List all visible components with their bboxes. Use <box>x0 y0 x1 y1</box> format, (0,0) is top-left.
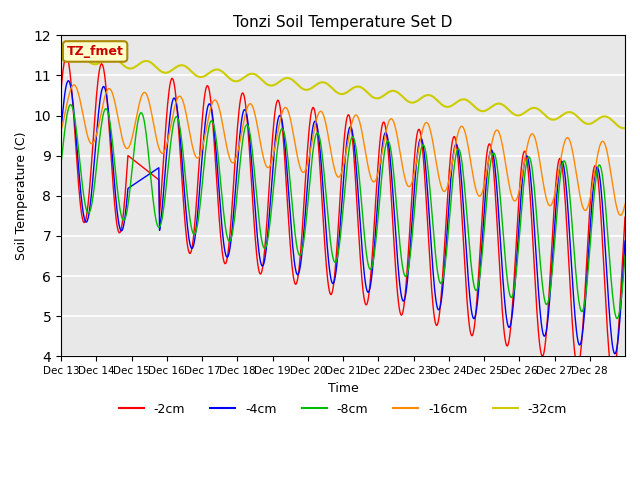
-2cm <box>256 270 264 276</box>
-2cm <box>277 110 285 116</box>
-32cm <box>434 98 442 104</box>
-16cm <box>402 179 410 184</box>
Line: -8cm: -8cm <box>61 105 625 319</box>
-2cm <box>402 284 410 290</box>
-8cm <box>57 161 65 167</box>
-32cm <box>57 57 65 63</box>
-16cm <box>434 167 442 172</box>
-4cm <box>256 253 264 259</box>
-2cm <box>621 214 629 220</box>
-8cm <box>67 102 74 108</box>
-16cm <box>124 145 132 151</box>
-16cm <box>617 213 625 218</box>
Title: Tonzi Soil Temperature Set D: Tonzi Soil Temperature Set D <box>234 15 452 30</box>
-32cm <box>621 125 629 131</box>
-32cm <box>277 78 285 84</box>
-2cm <box>62 54 70 60</box>
Line: -32cm: -32cm <box>61 52 625 128</box>
-2cm <box>124 153 132 158</box>
-8cm <box>228 234 236 240</box>
Line: -16cm: -16cm <box>61 85 625 216</box>
-8cm <box>434 269 442 275</box>
-16cm <box>277 114 285 120</box>
Text: TZ_fmet: TZ_fmet <box>67 45 124 58</box>
-32cm <box>72 49 79 55</box>
-8cm <box>402 274 410 279</box>
-8cm <box>621 252 629 258</box>
-32cm <box>228 77 236 83</box>
-4cm <box>434 305 442 311</box>
-4cm <box>124 186 132 192</box>
-4cm <box>57 128 65 134</box>
-16cm <box>256 135 264 141</box>
-4cm <box>402 290 410 296</box>
Line: -2cm: -2cm <box>61 57 625 377</box>
-8cm <box>124 203 132 208</box>
-4cm <box>621 239 629 244</box>
-8cm <box>256 222 264 228</box>
-2cm <box>434 322 442 327</box>
-32cm <box>124 65 132 71</box>
Legend: -2cm, -4cm, -8cm, -16cm, -32cm: -2cm, -4cm, -8cm, -16cm, -32cm <box>114 398 572 420</box>
-4cm <box>611 351 618 357</box>
-4cm <box>65 78 72 84</box>
-8cm <box>277 127 285 133</box>
-16cm <box>70 82 78 88</box>
-8cm <box>613 316 621 322</box>
-32cm <box>620 125 627 131</box>
-2cm <box>609 374 617 380</box>
-32cm <box>402 97 410 103</box>
-4cm <box>228 232 236 238</box>
-2cm <box>228 210 236 216</box>
Line: -4cm: -4cm <box>61 81 625 354</box>
-16cm <box>621 202 629 207</box>
-32cm <box>256 75 264 81</box>
-16cm <box>57 128 65 133</box>
-16cm <box>228 159 236 165</box>
Y-axis label: Soil Temperature (C): Soil Temperature (C) <box>15 132 28 260</box>
X-axis label: Time: Time <box>328 382 358 395</box>
-4cm <box>277 114 285 120</box>
-2cm <box>57 87 65 93</box>
